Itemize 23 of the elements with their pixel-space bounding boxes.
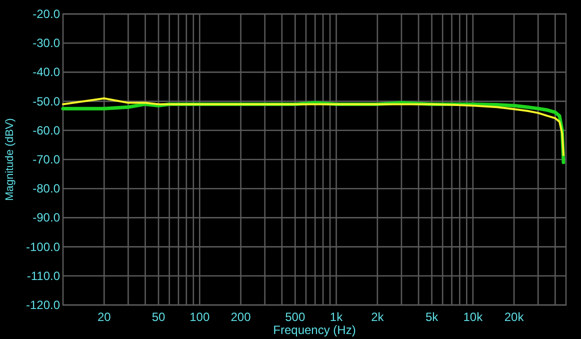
y-tick-label: -90.0 (32, 210, 60, 225)
y-tick-label: -50.0 (32, 94, 60, 108)
x-tick-label: 20k (504, 310, 525, 324)
y-tick-label: -40.0 (32, 65, 60, 80)
y-tick-label: -30.0 (32, 36, 60, 50)
y-tick-label: -60.0 (32, 123, 60, 138)
y-tick-label: -110.0 (26, 268, 60, 283)
y-tick-label: -80.0 (32, 182, 60, 196)
y-tick-label: -20.0 (32, 7, 60, 21)
x-tick-label: 1k (330, 310, 344, 324)
y-axis-title: Magnitude (dBV) (4, 118, 16, 201)
x-tick-label: 5k (425, 310, 440, 324)
x-tick-label: 20 (97, 310, 112, 324)
x-tick-label: 500 (285, 310, 306, 324)
y-tick-label: -70.0 (32, 152, 60, 166)
x-axis-title: Frequency (Hz) (273, 323, 356, 337)
x-tick-label: 2k (371, 310, 385, 324)
x-tick-label: 50 (152, 310, 166, 324)
x-tick-label: 200 (230, 310, 252, 324)
y-tick-label: -120.0 (26, 298, 60, 312)
x-tick-label: 10k (463, 310, 484, 324)
x-tick-label: 100 (190, 310, 210, 324)
y-tick-label: -100.0 (26, 240, 60, 254)
